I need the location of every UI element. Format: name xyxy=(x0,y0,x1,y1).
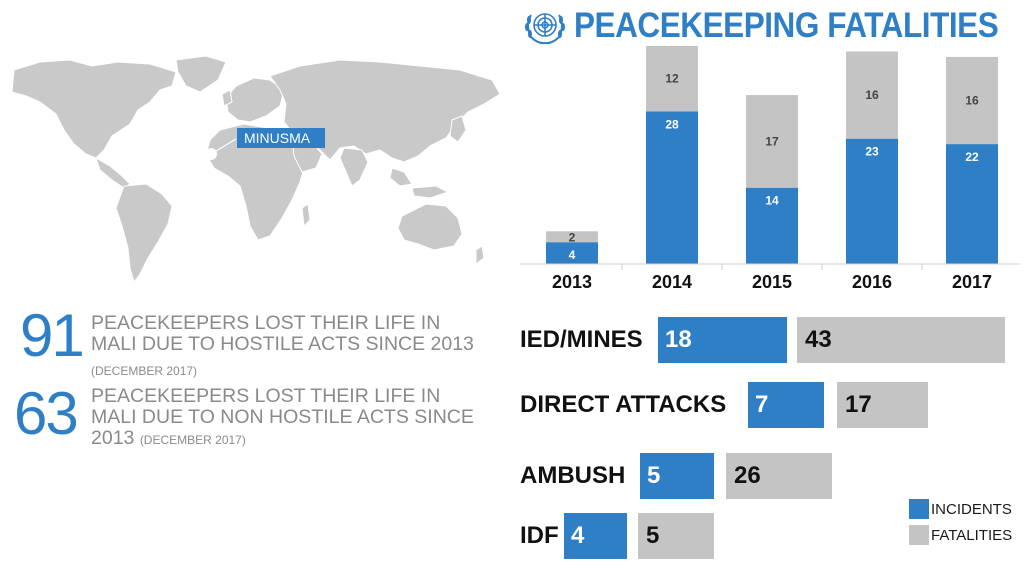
bar-fatalities-2014 xyxy=(646,46,698,112)
header: PEACEKEEPING FATALITIES xyxy=(522,6,1024,46)
legend-item-fatalities: FATALITIES xyxy=(909,523,1012,547)
bar-incidents-2015 xyxy=(746,187,798,264)
page-title: PEACEKEEPING FATALITIES xyxy=(574,6,999,45)
bar-incidents-2017 xyxy=(946,144,998,264)
data-label-incidents-2013: 4 xyxy=(569,248,576,262)
bar-fatalities-ambush: 26 xyxy=(726,453,832,499)
bar-incidents-2016 xyxy=(846,138,898,264)
bar-fatalities-2013 xyxy=(546,231,598,243)
un-emblem-icon xyxy=(525,13,565,45)
minusma-label: MINUSMA xyxy=(237,128,325,148)
legend-item-incidents: INCIDENTS xyxy=(909,497,1012,521)
category-label-direct-attacks: DIRECT ATTACKS xyxy=(520,391,727,418)
stat-hostile-number: 91 xyxy=(20,302,85,369)
stat-non-hostile-note: (DECEMBER 2017) xyxy=(139,433,246,447)
category-label-ambush: AMBUSH xyxy=(520,462,626,489)
stat-hostile-note: (DECEMBER 2017) xyxy=(91,364,198,378)
data-label-incidents-2014: 28 xyxy=(665,117,679,131)
bar-fatalities-idf: 5 xyxy=(638,513,714,559)
mali-marker-icon xyxy=(205,148,217,160)
bar-incidents-idf: 4 xyxy=(564,513,627,559)
bar-incidents-2014 xyxy=(646,111,698,265)
stat-non-hostile-line1: PEACEKEEPERS LOST THEIR LIFE IN xyxy=(91,385,441,407)
stat-non-hostile-line2: MALI DUE TO NON HOSTILE ACTS SINCE xyxy=(91,406,474,428)
stat-hostile-line2: MALI DUE TO HOSTILE ACTS SINCE 2013 xyxy=(91,333,474,355)
data-label-incidents-2015: 14 xyxy=(765,194,779,208)
data-label-incidents-2016: 23 xyxy=(865,145,879,159)
x-tick-2016: 2016 xyxy=(852,272,892,292)
yearly-fatalities-chart: 4 2 28 12 14 17 23 16 22 16 2013 2014 2015 2016 2017 xyxy=(520,46,1020,292)
legend-label-incidents: INCIDENTS xyxy=(931,500,1012,518)
bar-incidents-ied-mines: 18 xyxy=(658,317,787,363)
stat-non-hostile-number: 63 xyxy=(14,380,79,447)
bar-fatalities-direct-attacks: 17 xyxy=(837,382,928,428)
category-label-ied-mines: IED/MINES xyxy=(520,326,643,353)
legend-swatch-incidents xyxy=(909,499,929,519)
bar-fatalities-2015 xyxy=(746,95,798,188)
legend-label-fatalities: FATALITIES xyxy=(931,526,1013,544)
data-label-fatalities-2013: 2 xyxy=(569,230,576,244)
x-tick-2015: 2015 xyxy=(752,272,792,292)
data-label-incidents-2017: 22 xyxy=(965,150,979,164)
legend-swatch-fatalities xyxy=(909,525,929,545)
stat-non-hostile-year: 2013 xyxy=(91,427,135,449)
stat-non-hostile-line3: 2013 (DECEMBER 2017) xyxy=(91,428,246,451)
bar-incidents-direct-attacks: 7 xyxy=(748,382,824,428)
legend: INCIDENTS FATALITIES xyxy=(909,497,1012,549)
stat-hostile-line1: PEACEKEEPERS LOST THEIR LIFE IN xyxy=(91,312,441,334)
bar-fatalities-ied-mines: 43 xyxy=(797,317,1005,363)
data-label-fatalities-2016: 16 xyxy=(865,88,879,102)
category-label-idf: IDF xyxy=(520,522,559,549)
bar-fatalities-2016 xyxy=(846,51,898,139)
data-label-fatalities-2014: 12 xyxy=(665,72,679,86)
x-tick-2014: 2014 xyxy=(652,272,692,292)
data-label-fatalities-2017: 16 xyxy=(965,94,979,108)
data-label-fatalities-2015: 17 xyxy=(765,134,779,148)
bar-fatalities-2017 xyxy=(946,56,998,145)
x-tick-2017: 2017 xyxy=(952,272,992,292)
bar-incidents-2013 xyxy=(546,242,598,264)
world-map xyxy=(11,55,501,283)
x-tick-2013: 2013 xyxy=(552,272,592,292)
bar-incidents-ambush: 5 xyxy=(640,453,714,499)
